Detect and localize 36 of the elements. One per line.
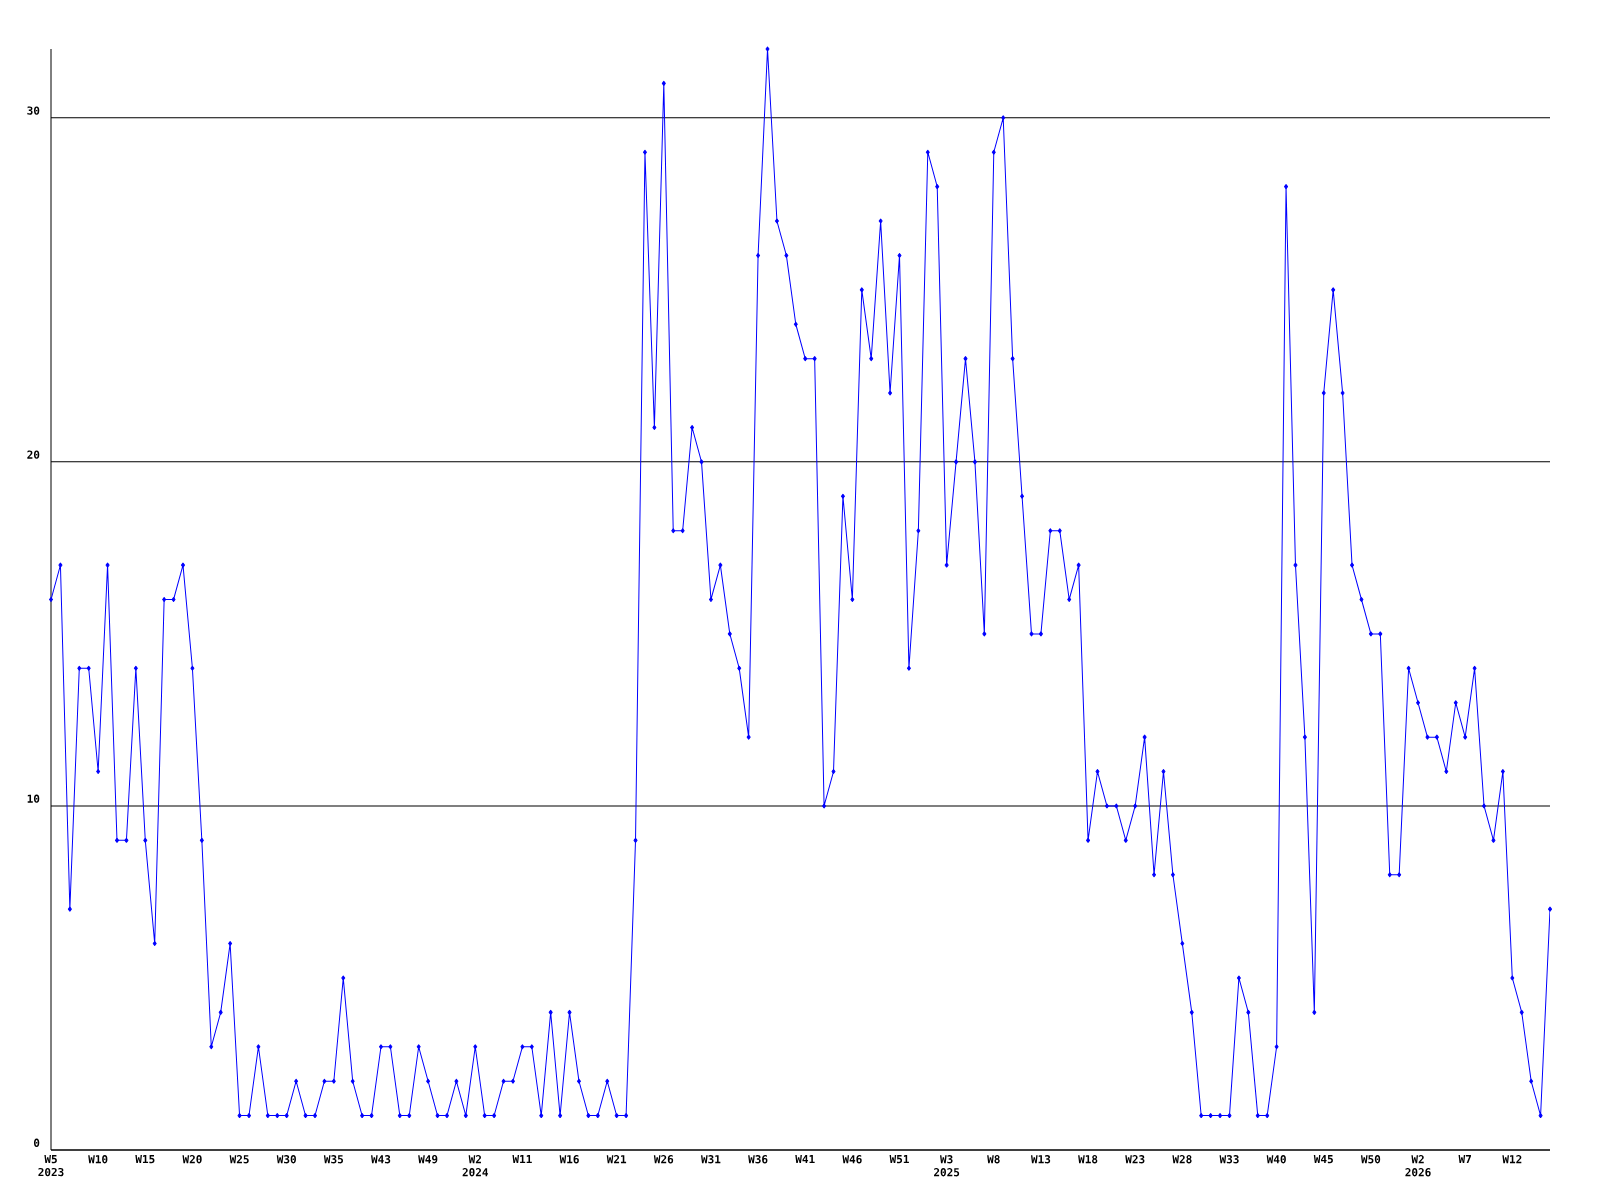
x-tick-label: W10 <box>88 1155 108 1164</box>
x-tick-label: W41 <box>795 1155 815 1164</box>
y-tick-label: 10 <box>27 794 40 803</box>
x-tick-label: W30 <box>276 1155 296 1164</box>
x-tick-label: W21 <box>606 1155 627 1164</box>
x-tick-label: W35 <box>323 1155 344 1164</box>
x-tick-label: W26 <box>653 1155 674 1164</box>
x-tick-label: W51 <box>889 1155 909 1164</box>
x-tick-label: W33 <box>1219 1155 1239 1164</box>
x-tick-label: W3 2025 <box>934 1155 960 1177</box>
x-tick-label: W13 <box>1030 1155 1051 1164</box>
x-tick-label: W18 <box>1078 1155 1098 1164</box>
x-tick-label: W36 <box>748 1155 768 1164</box>
x-tick-label: W40 <box>1266 1155 1286 1164</box>
x-tick-label: W8 <box>987 1155 1000 1164</box>
x-tick-label: W20 <box>182 1155 202 1164</box>
x-tick-label: W50 <box>1360 1155 1381 1164</box>
x-tick-label: W46 <box>842 1155 862 1164</box>
x-tick-label: W15 <box>135 1155 155 1164</box>
x-tick-label: W23 <box>1125 1155 1145 1164</box>
x-tick-label: W2 2026 <box>1405 1155 1431 1177</box>
x-tick-label: W43 <box>371 1155 391 1164</box>
y-tick-label: 0 <box>33 1138 40 1147</box>
x-tick-label: W25 <box>229 1155 249 1164</box>
x-tick-label: W28 <box>1172 1155 1192 1164</box>
y-tick-label: 30 <box>27 106 40 115</box>
x-tick-label: W16 <box>559 1155 579 1164</box>
x-tick-label: W11 <box>512 1155 532 1164</box>
x-tick-label: W31 <box>701 1155 721 1164</box>
x-tick-label: W7 <box>1458 1155 1471 1164</box>
x-tick-label: W49 <box>418 1155 438 1164</box>
x-tick-label: W5 2023 <box>38 1155 64 1177</box>
x-tick-label: W45 <box>1313 1155 1333 1164</box>
x-tick-label: W12 <box>1502 1155 1522 1164</box>
y-tick-label: 20 <box>27 450 40 459</box>
x-tick-label: W2 2024 <box>462 1155 489 1177</box>
